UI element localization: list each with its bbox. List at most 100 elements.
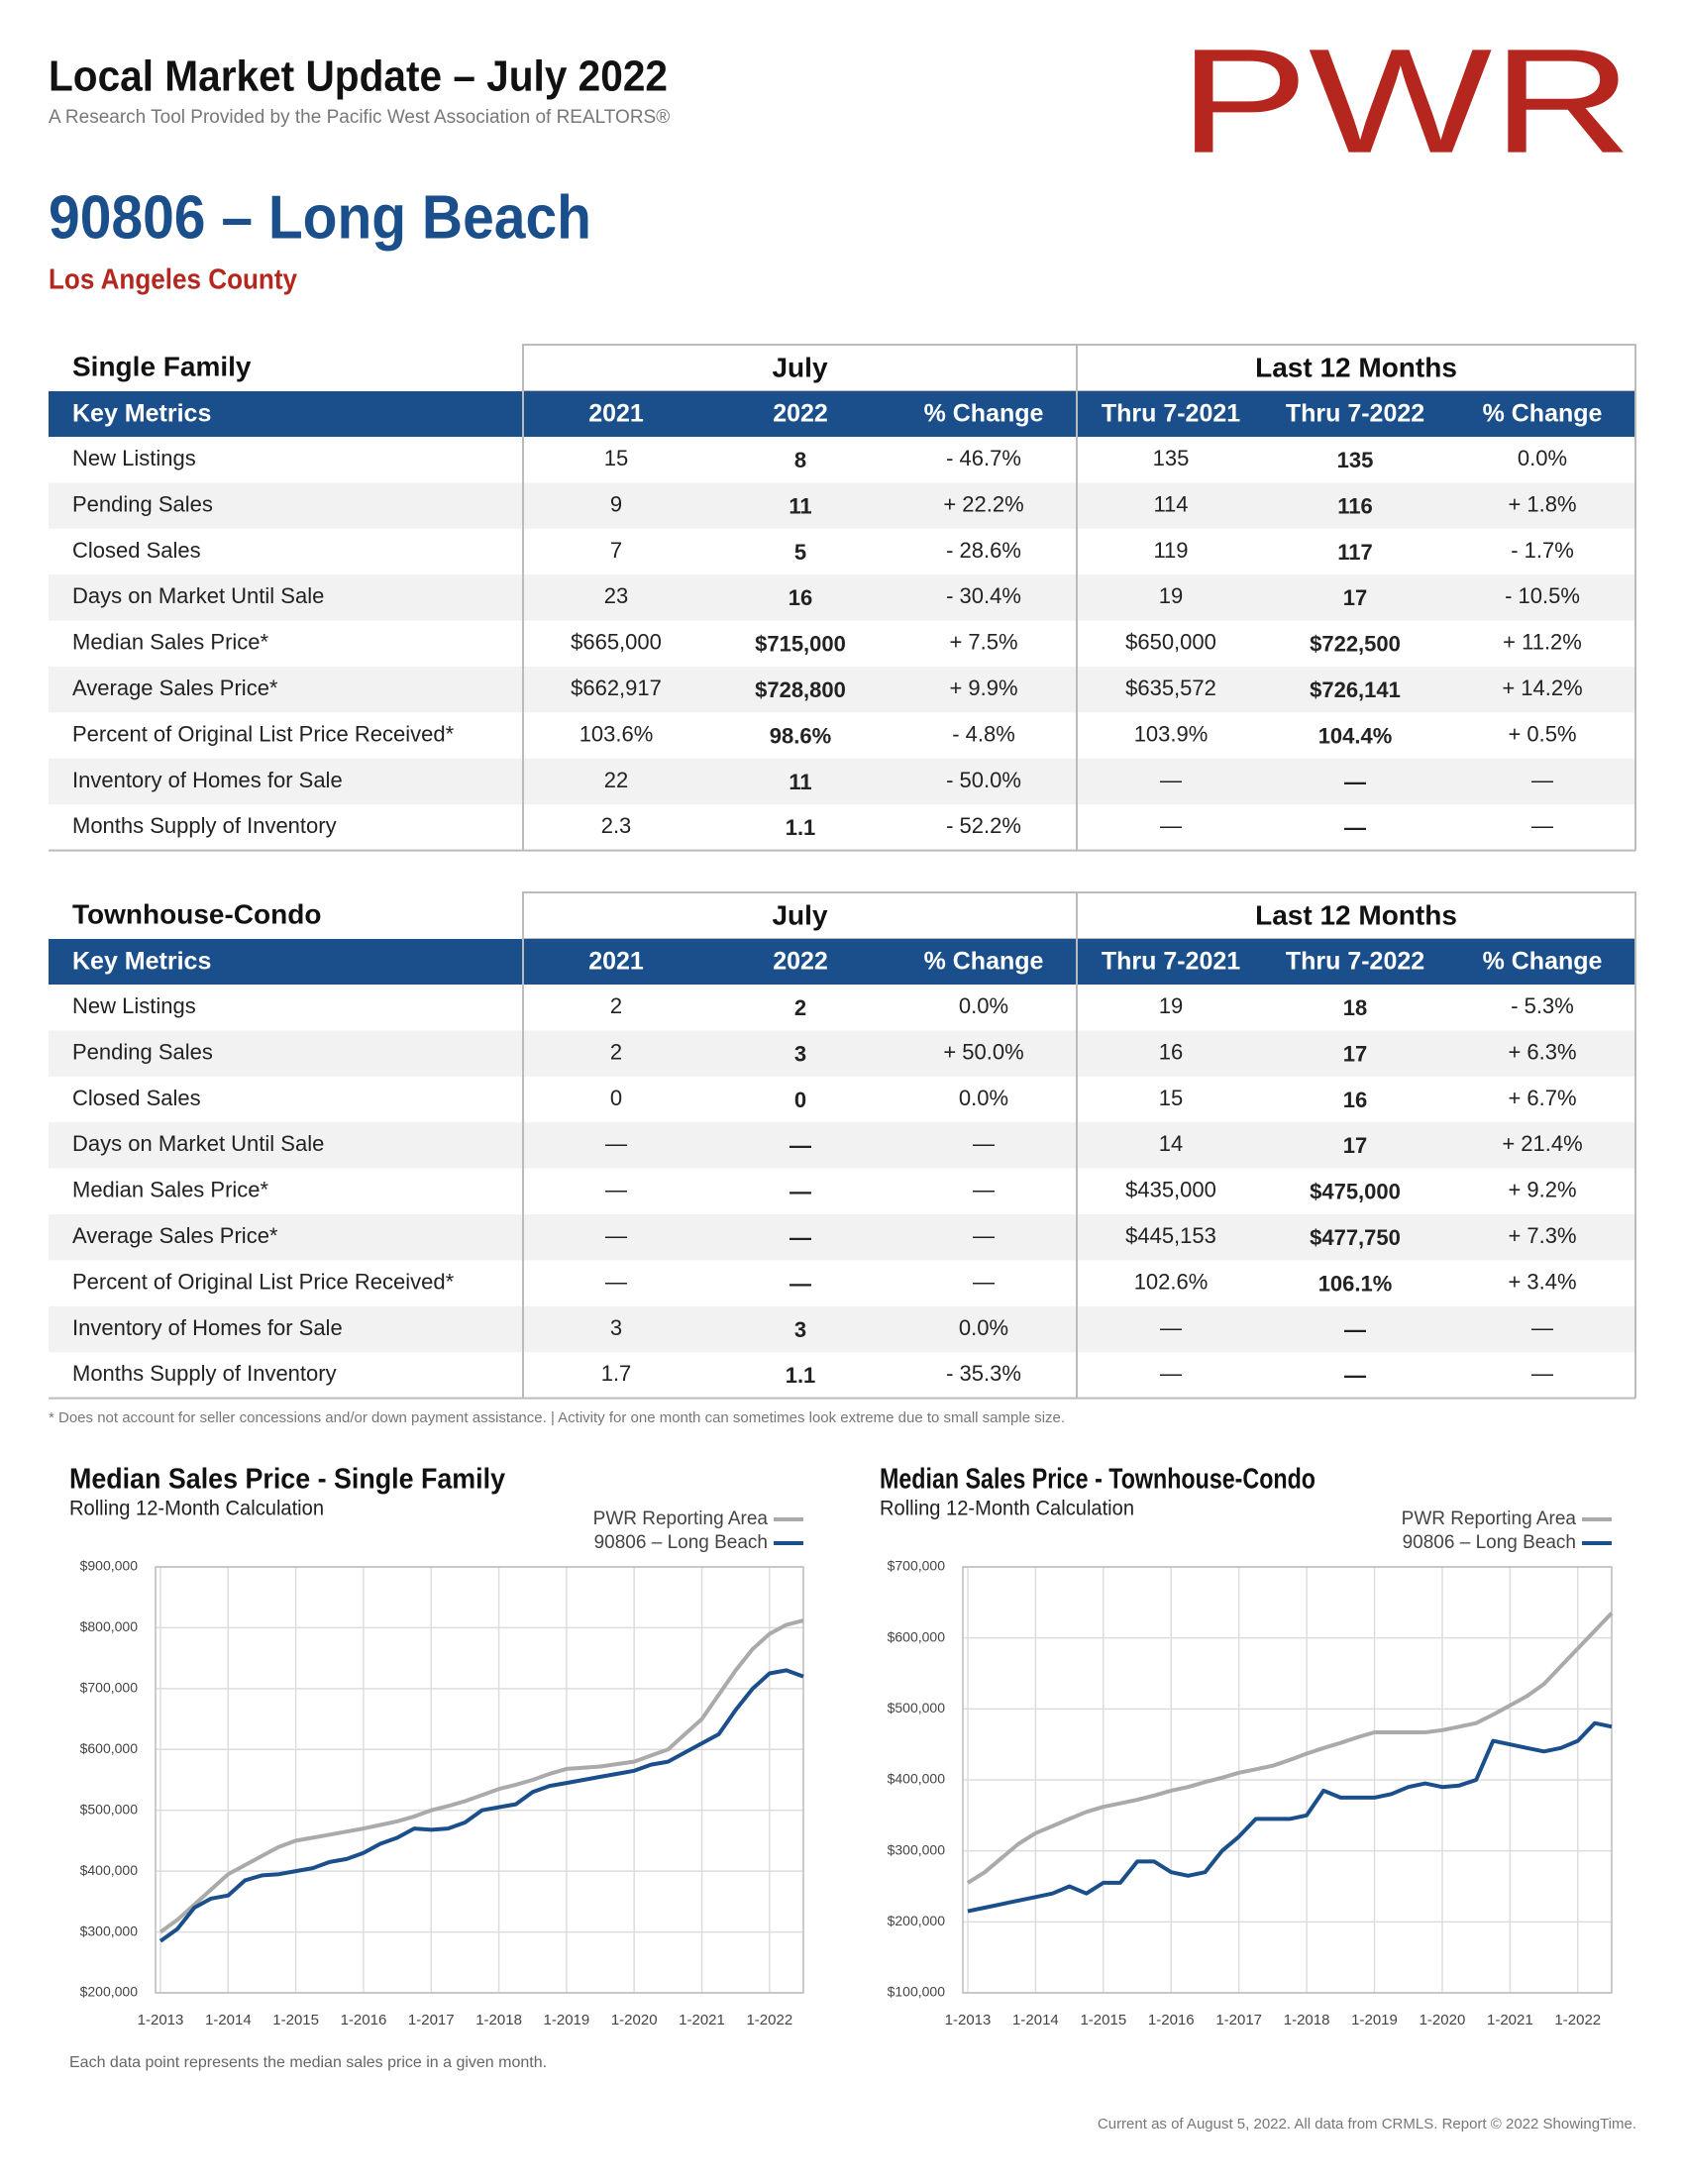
series-line <box>158 1668 804 1943</box>
cell: 103.9% <box>1134 721 1209 746</box>
y-tick-label: $200,000 <box>888 1913 946 1928</box>
group-header: Last 12 Months <box>1255 352 1457 382</box>
cell: - 50.0% <box>946 768 1021 792</box>
legend-label: 90806 – Long Beach <box>594 1532 768 1553</box>
row-shade <box>49 1122 1635 1169</box>
x-tick-label: 1-2019 <box>1351 2012 1398 2028</box>
cell: $445,153 <box>1125 1223 1216 1248</box>
cell: 3 <box>794 1041 806 1066</box>
column-header-bar <box>49 391 1635 437</box>
column-header: 2021 <box>588 948 644 976</box>
y-tick-label: $800,000 <box>80 1618 139 1634</box>
cell: 0 <box>610 1086 622 1110</box>
row-label: Pending Sales <box>72 1039 213 1064</box>
column-header: 2022 <box>773 400 828 428</box>
x-tick-label: 1-2021 <box>679 2012 725 2028</box>
cell: 0.0% <box>959 993 1008 1018</box>
row-label: Inventory of Homes for Sale <box>72 1315 343 1340</box>
group-header-box <box>522 891 1636 940</box>
cell: 116 <box>1337 493 1373 518</box>
cell: 3 <box>794 1317 806 1342</box>
cell: $435,000 <box>1125 1178 1216 1202</box>
cell: $650,000 <box>1125 630 1216 655</box>
cell: 14 <box>1159 1131 1183 1156</box>
cell: — <box>605 1269 627 1294</box>
column-header: % Change <box>1483 948 1603 976</box>
cell: - 30.4% <box>946 583 1021 608</box>
cell: — <box>1160 768 1182 792</box>
cell: 102.6% <box>1134 1269 1209 1294</box>
cell: + 21.4% <box>1502 1131 1582 1156</box>
cell: 1.1 <box>786 1363 816 1388</box>
cell: — <box>1344 1317 1366 1342</box>
cell: $662,917 <box>571 676 662 700</box>
x-tick-label: 1-2020 <box>611 2012 658 2028</box>
cell: 103.6% <box>579 721 654 746</box>
cell: 7 <box>610 538 622 563</box>
cell: 11 <box>789 493 811 518</box>
cell: — <box>1531 768 1553 792</box>
logo: PWR <box>1179 18 1632 184</box>
cell: 9 <box>610 491 622 516</box>
cell: 15 <box>1159 1086 1183 1110</box>
cell: 1.1 <box>786 815 816 840</box>
y-tick-label: $900,000 <box>80 1558 139 1574</box>
x-tick-label: 1-2015 <box>1080 2012 1126 2028</box>
cell: 2 <box>794 995 806 1020</box>
cell: 19 <box>1159 583 1183 608</box>
cell: — <box>973 1269 995 1294</box>
row-shade <box>49 1030 1635 1077</box>
cell: 1.7 <box>601 1361 632 1386</box>
column-header: 2022 <box>773 948 828 976</box>
cell: — <box>789 1225 811 1250</box>
cell: 104.4% <box>1318 723 1393 748</box>
cell: - 5.3% <box>1511 993 1574 1018</box>
cell: 11 <box>789 770 811 794</box>
cell: - 28.6% <box>946 538 1021 563</box>
cell: 22 <box>604 768 628 792</box>
chart-subtitle: Rolling 12-Month Calculation <box>69 1498 324 1520</box>
y-tick-label: $700,000 <box>888 1558 946 1574</box>
county: Los Angeles County <box>49 264 297 296</box>
cell: + 50.0% <box>943 1039 1023 1064</box>
column-header: 2021 <box>588 400 644 428</box>
cell: 15 <box>604 446 628 470</box>
cell: 135 <box>1153 446 1190 470</box>
report-subtitle: A Research Tool Provided by the Pacific … <box>49 107 670 128</box>
cell: 18 <box>1343 995 1367 1020</box>
cell: 17 <box>1343 1041 1367 1066</box>
row-label: Median Sales Price* <box>72 1178 269 1202</box>
x-tick-label: 1-2014 <box>1012 2012 1059 2028</box>
cell: 17 <box>1343 585 1367 610</box>
column-header: Key Metrics <box>72 400 211 428</box>
x-tick-label: 1-2015 <box>272 2012 319 2028</box>
cell: 117 <box>1337 540 1373 565</box>
cell: — <box>1344 815 1366 840</box>
footer: Current as of August 5, 2022. All data f… <box>1098 2116 1636 2132</box>
y-tick-label: $600,000 <box>80 1740 139 1756</box>
cell: $715,000 <box>755 632 846 657</box>
cell: $635,572 <box>1125 676 1216 700</box>
chart-title: Median Sales Price - Single Family <box>69 1464 505 1496</box>
row-label: New Listings <box>72 446 196 470</box>
cell: — <box>605 1178 627 1202</box>
x-tick-label: 1-2017 <box>408 2012 455 2028</box>
y-tick-label: $300,000 <box>80 1923 139 1938</box>
x-tick-label: 1-2013 <box>945 2012 992 2028</box>
area-title: 90806 – Long Beach <box>49 183 591 252</box>
cell: — <box>789 1271 811 1296</box>
cell: 16 <box>789 585 812 610</box>
column-header-bar <box>49 939 1635 985</box>
group-header-box <box>522 344 1636 392</box>
column-header: % Change <box>924 400 1044 428</box>
cell: $722,500 <box>1310 632 1401 657</box>
x-tick-label: 1-2020 <box>1420 2012 1466 2028</box>
cell: $728,800 <box>755 677 846 702</box>
cell: $665,000 <box>571 630 662 655</box>
chart-title: Median Sales Price - Townhouse-Condo <box>880 1464 1316 1496</box>
legend-label: 90806 – Long Beach <box>1403 1532 1576 1553</box>
cell: — <box>1160 1361 1182 1386</box>
cell: — <box>1531 1315 1553 1340</box>
row-label: Percent of Original List Price Received* <box>72 721 455 746</box>
